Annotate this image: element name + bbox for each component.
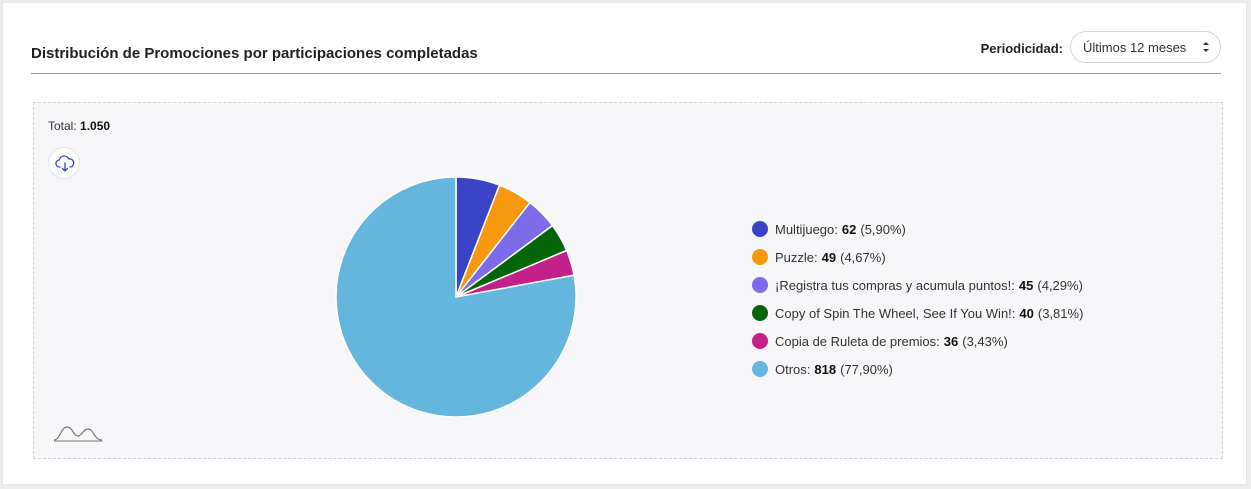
card-header: Distribución de Promociones por particip…	[31, 29, 1221, 74]
legend-separator: :	[1011, 277, 1015, 293]
legend-percent: (4,67%)	[840, 249, 886, 265]
total-summary: Total: 1.050	[48, 119, 110, 133]
legend-value: 49	[821, 249, 837, 265]
legend-percent: (5,90%)	[860, 221, 906, 237]
legend-color-dot	[752, 333, 768, 349]
legend-item: Puzzle:49 (4,67%)	[752, 243, 1083, 271]
legend-item: ¡Registra tus compras y acumula puntos!:…	[752, 271, 1083, 299]
legend-value: 45	[1018, 277, 1034, 293]
pie-chart	[335, 176, 577, 418]
legend-label: Multijuego	[775, 221, 835, 237]
legend-percent: (77,90%)	[840, 361, 893, 377]
legend-item: Otros:818 (77,90%)	[752, 355, 1083, 383]
legend-item: Copia de Ruleta de premios:36 (3,43%)	[752, 327, 1083, 355]
legend-percent: (4,29%)	[1037, 277, 1083, 293]
legend-label: Copy of Spin The Wheel, See If You Win!	[775, 305, 1012, 321]
period-label: Periodicidad:	[980, 41, 1063, 56]
chart-legend: Multijuego:62 (5,90%) Puzzle:49 (4,67%) ¡Reg…	[752, 215, 1083, 383]
legend-separator: :	[1011, 305, 1016, 321]
legend-color-dot	[752, 249, 768, 265]
page-title: Distribución de Promociones por particip…	[31, 45, 478, 62]
legend-value: 818	[814, 361, 837, 377]
legend-separator: :	[806, 361, 811, 377]
period-select[interactable]: Últimos 12 meses	[1070, 31, 1221, 63]
legend-percent: (3,81%)	[1037, 305, 1084, 321]
distribution-wave-icon	[53, 426, 103, 442]
total-label: Total:	[48, 119, 77, 133]
legend-item: Multijuego:62 (5,90%)	[752, 215, 1083, 243]
legend-separator: :	[814, 249, 818, 265]
cloud-download-icon	[55, 155, 75, 172]
legend-color-dot	[752, 221, 768, 237]
legend-label: Copia de Ruleta de premios	[775, 333, 937, 349]
chevron-up-down-icon	[1203, 42, 1209, 52]
legend-label: Otros	[775, 361, 807, 377]
legend-item: Copy of Spin The Wheel, See If You Win!:…	[752, 299, 1083, 327]
legend-separator: :	[834, 221, 838, 237]
pie-slice	[335, 176, 577, 418]
legend-value: 36	[943, 333, 959, 349]
legend-label: ¡Registra tus compras y acumula puntos!	[775, 277, 1012, 293]
download-button[interactable]	[48, 147, 80, 179]
legend-color-dot	[752, 277, 768, 293]
legend-color-dot	[752, 305, 768, 321]
legend-percent: (3,43%)	[962, 333, 1008, 349]
chart-area: Total: 1.050 Multijuego:62 (5,90%) Puzzle:…	[33, 102, 1223, 459]
legend-label: Puzzle	[775, 249, 815, 265]
legend-separator: :	[936, 333, 940, 349]
legend-value: 62	[841, 221, 857, 237]
legend-color-dot	[752, 361, 768, 377]
period-select-value: Últimos 12 meses	[1083, 40, 1187, 55]
total-value: 1.050	[80, 119, 111, 133]
legend-value: 40	[1019, 305, 1034, 321]
